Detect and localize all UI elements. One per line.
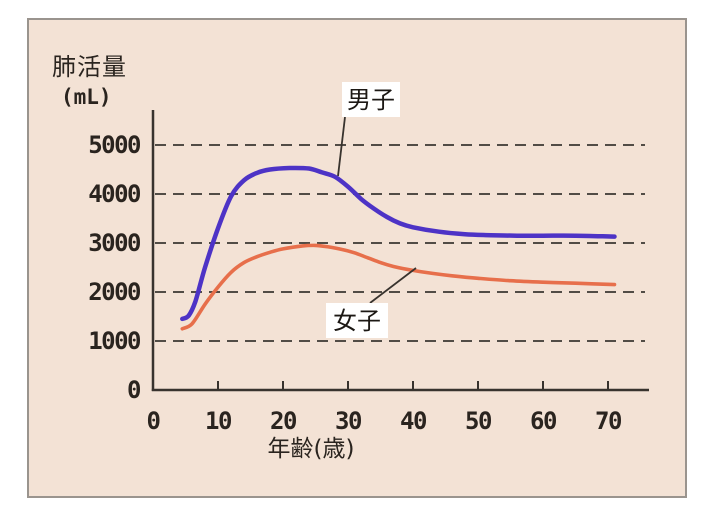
x-tick-label-20: 20 <box>270 407 297 435</box>
y-tick-label-2000: 2000 <box>88 278 141 306</box>
x-tick-label-10: 10 <box>205 407 232 435</box>
y-tick-label-3000: 3000 <box>88 229 141 257</box>
y-tick-label-4000: 4000 <box>88 180 141 208</box>
y-tick-label-5000: 5000 <box>88 131 141 159</box>
female-series-label-text: 女子 <box>333 306 381 335</box>
male-series-label: 男子 <box>342 82 400 117</box>
x-tick-label-40: 40 <box>400 407 427 435</box>
x-tick-label-30: 30 <box>335 407 362 435</box>
y-tick-label-0: 0 <box>127 376 141 404</box>
y-axis-title: 肺活量 <box>52 53 127 81</box>
x-axis-title: 年齢(歳) <box>267 436 355 462</box>
x-tick-label-60: 60 <box>530 407 557 435</box>
y-tick-label-1000: 1000 <box>88 327 141 355</box>
female-series-label: 女子 <box>326 303 388 338</box>
male-series-label-text: 男子 <box>347 85 395 114</box>
x-tick-label-0: 0 <box>146 407 161 435</box>
x-tick-label-50: 50 <box>465 407 492 435</box>
x-tick-label-70: 70 <box>595 407 622 435</box>
y-axis-unit: (mL) <box>61 85 112 109</box>
